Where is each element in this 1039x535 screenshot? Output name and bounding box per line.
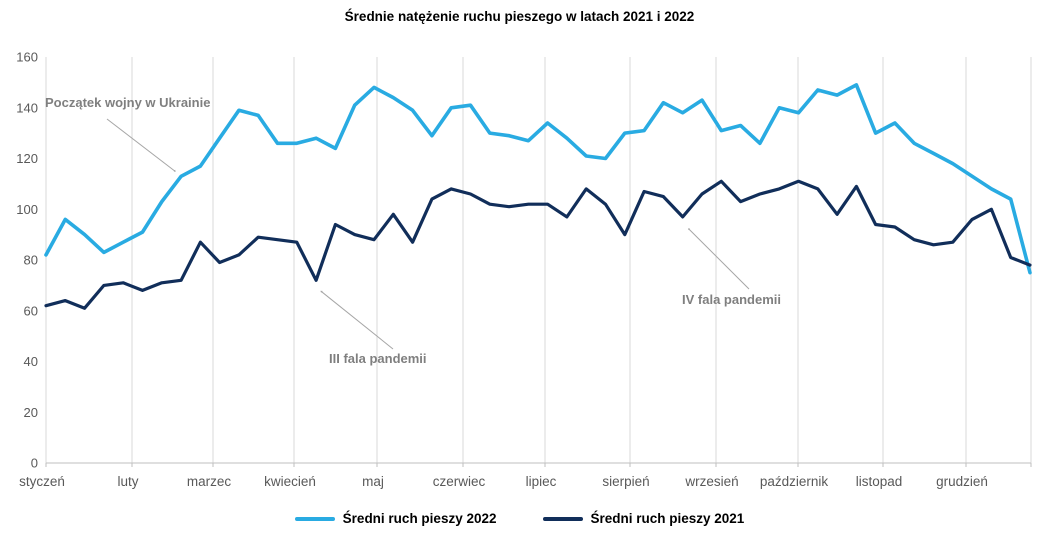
legend-item-2022: Średni ruch pieszy 2022 <box>294 511 497 526</box>
svg-text:wrzesień: wrzesień <box>684 474 738 489</box>
svg-text:140: 140 <box>16 100 38 115</box>
svg-text:styczeń: styczeń <box>19 474 65 489</box>
svg-text:80: 80 <box>24 253 38 268</box>
svg-text:czerwiec: czerwiec <box>433 474 486 489</box>
x-axis-ticks <box>45 463 1032 467</box>
svg-text:120: 120 <box>16 151 38 166</box>
legend-label-2022: Średni ruch pieszy 2022 <box>342 511 497 526</box>
annotation-fourth-wave-label: IV fala pandemii <box>682 292 781 307</box>
x-axis-labels: styczeń luty marzec kwiecień maj czerwiec lipi… <box>19 474 988 489</box>
svg-text:marzec: marzec <box>187 474 232 489</box>
series-line-2021 <box>44 179 1032 310</box>
svg-text:20: 20 <box>24 405 38 420</box>
legend-swatch-2021-icon <box>542 516 583 521</box>
svg-text:kwiecień: kwiecień <box>264 474 316 489</box>
annotation-third-wave-label: III fala pandemii <box>329 351 427 366</box>
series-line-2022 <box>44 83 1032 275</box>
svg-text:luty: luty <box>117 474 138 489</box>
svg-text:październik: październik <box>760 474 829 489</box>
svg-text:60: 60 <box>24 303 38 318</box>
annotation-war-start-label: Początek wojny w Ukrainie <box>45 95 211 110</box>
svg-text:lipiec: lipiec <box>526 474 557 489</box>
legend: Średni ruch pieszy 2022 Średni ruch pies… <box>0 511 1039 526</box>
svg-text:160: 160 <box>16 50 38 65</box>
svg-text:grudzień: grudzień <box>936 474 988 489</box>
svg-text:40: 40 <box>24 354 38 369</box>
legend-swatch-2022-icon <box>294 516 335 521</box>
gridlines <box>131 57 1032 463</box>
chart-title: Średnie natężenie ruchu pieszego w latac… <box>344 9 695 24</box>
annotation-third-wave-arrow <box>321 291 394 350</box>
svg-text:0: 0 <box>31 456 38 471</box>
svg-text:maj: maj <box>362 474 384 489</box>
svg-text:100: 100 <box>16 202 38 217</box>
svg-text:listopad: listopad <box>856 474 903 489</box>
legend-label-2021: Średni ruch pieszy 2021 <box>590 511 745 526</box>
y-axis-labels: 0 20 40 60 80 100 120 140 160 <box>16 50 38 471</box>
svg-text:sierpień: sierpień <box>602 474 649 489</box>
legend-item-2021: Średni ruch pieszy 2021 <box>542 511 745 526</box>
annotation-war-arrow <box>106 118 175 171</box>
annotation-fourth-wave-arrow <box>689 229 750 290</box>
